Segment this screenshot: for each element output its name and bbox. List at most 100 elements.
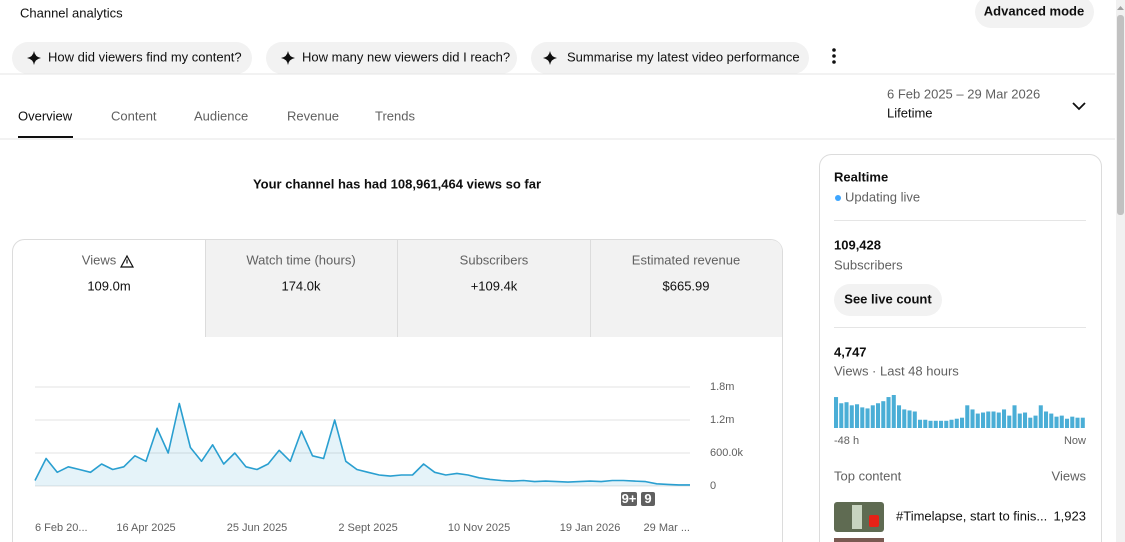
bar	[1070, 416, 1075, 428]
chip-bg	[266, 42, 517, 74]
sparkle-icon	[543, 51, 557, 65]
bar	[881, 401, 886, 428]
page-title: Channel analytics	[20, 5, 123, 20]
y-tick-label: 600.0k	[710, 447, 744, 459]
chip-label: Summarise my latest video performance	[567, 49, 800, 64]
suggestion-chip[interactable]: How did viewers find my content?	[12, 42, 252, 74]
live-count-button[interactable]	[834, 284, 942, 316]
scrollbar-track	[1116, 0, 1125, 542]
bar	[918, 419, 923, 428]
realtime-title: Realtime	[834, 169, 888, 184]
metric-value: 109.0m	[87, 278, 130, 293]
bar	[912, 411, 917, 428]
tab[interactable]: Trends	[375, 108, 415, 123]
bar	[1054, 416, 1059, 428]
x-tick-label: -48 h	[834, 435, 859, 447]
x-tick-label: 29 Mar ...	[644, 522, 690, 534]
metric-tab[interactable]: Subscribers +109.4k	[460, 252, 529, 293]
realtime-status: Updating live	[845, 189, 920, 204]
advanced-mode-button[interactable]	[975, 0, 1094, 28]
views-label: Views · Last 48 hours	[834, 363, 959, 378]
badge[interactable]	[641, 492, 655, 506]
headline: Your channel has had 108,961,464 views s…	[253, 176, 541, 191]
shorts-icon	[869, 515, 879, 527]
x-tick-label: 19 Jan 2026	[560, 522, 621, 534]
bar	[1075, 417, 1080, 428]
bar	[986, 411, 991, 428]
chip-label: How did viewers find my content?	[48, 49, 242, 64]
bar	[891, 395, 896, 428]
bar	[1038, 405, 1043, 428]
metric-tab[interactable]: Watch time (hours) 174.0k	[246, 252, 355, 293]
badge-label: 9	[644, 491, 651, 506]
tab[interactable]: Revenue	[287, 108, 339, 123]
bar	[933, 420, 938, 428]
subscriber-count: 109,428	[834, 237, 881, 252]
bar	[1002, 409, 1007, 428]
bar	[970, 409, 975, 428]
bar	[923, 419, 928, 428]
bar	[1065, 418, 1070, 428]
suggestion-chip[interactable]: Summarise my latest video performance	[531, 42, 809, 74]
bar	[949, 419, 954, 428]
content-views: 1,923	[1053, 508, 1086, 523]
bar	[954, 418, 959, 428]
bar	[1049, 413, 1054, 428]
bar	[981, 412, 986, 428]
thumbnail	[834, 538, 884, 542]
date-selector[interactable]: 6 Feb 2025 – 29 Mar 2026 Lifetime	[887, 86, 1086, 120]
line-series	[34, 402, 690, 486]
area-fill	[35, 403, 690, 486]
bar	[876, 403, 881, 428]
metric-label: Views	[82, 252, 117, 267]
bar	[886, 397, 891, 428]
bar	[1023, 412, 1028, 428]
suggestion-chip[interactable]: How many new viewers did I reach?	[266, 42, 517, 74]
bar	[860, 407, 865, 428]
bar	[849, 405, 854, 428]
bar	[870, 405, 875, 428]
bar	[897, 405, 902, 428]
date-range: 6 Feb 2025 – 29 Mar 2026	[887, 86, 1040, 101]
bar	[1044, 411, 1049, 428]
metric-label: Estimated revenue	[632, 252, 740, 267]
tab[interactable]: Audience	[194, 108, 248, 123]
x-tick-label: 16 Apr 2025	[116, 522, 175, 534]
x-tick-label: 10 Nov 2025	[448, 522, 510, 534]
live-count-label: See live count	[844, 291, 932, 306]
metric-tab[interactable]: Estimated revenue $665.99	[632, 252, 740, 293]
top-content-item[interactable]: #Timelapse, start to finis... 1,923	[834, 502, 1086, 532]
x-tick-label: 6 Feb 20...	[35, 522, 88, 534]
x-tick-label: 25 Jun 2025	[227, 522, 288, 534]
bar	[1080, 417, 1085, 428]
scrollbar-thumb[interactable]	[1117, 15, 1124, 215]
x-tick-label: Now	[1064, 435, 1086, 447]
bar	[1028, 417, 1033, 428]
thumbnail-figure	[852, 505, 862, 529]
bar	[996, 412, 1001, 428]
bar	[907, 410, 912, 428]
bar	[1059, 415, 1064, 428]
badge[interactable]	[621, 492, 637, 506]
more-menu[interactable]	[832, 48, 836, 64]
bar	[965, 405, 970, 428]
tab-indicator	[18, 136, 73, 138]
dot	[832, 48, 836, 52]
bar	[928, 420, 933, 428]
metric-tabs-bg	[205, 240, 782, 337]
chevron-icon	[1072, 102, 1086, 111]
bar	[1033, 415, 1038, 428]
tab[interactable]: Content	[111, 108, 157, 123]
tab[interactable]: Overview	[18, 108, 73, 123]
bar	[975, 413, 980, 428]
chip-label: How many new viewers did I reach?	[302, 49, 510, 64]
metric-tab[interactable]: Views 109.0m	[82, 252, 135, 293]
bar	[960, 417, 965, 428]
content-title: #Timelapse, start to finis...	[896, 508, 1047, 523]
bar	[844, 402, 849, 428]
bar	[1012, 405, 1017, 428]
dot	[832, 60, 836, 64]
bar	[991, 411, 996, 428]
scroll-arrow[interactable]	[1117, 6, 1124, 10]
